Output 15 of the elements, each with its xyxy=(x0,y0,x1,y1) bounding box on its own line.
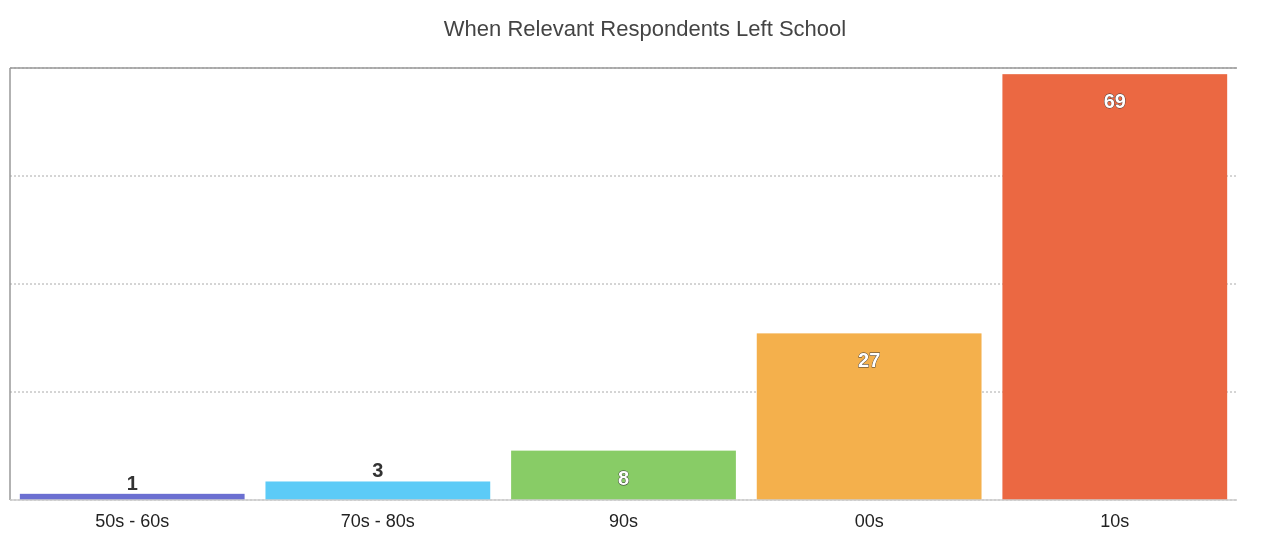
data-label: 1 xyxy=(126,471,138,494)
x-tick-label: 50s - 60s xyxy=(95,511,170,531)
x-tick-label: 10s xyxy=(1100,511,1130,531)
bar xyxy=(756,333,982,500)
bar xyxy=(1002,74,1228,500)
data-label: 3 xyxy=(372,459,384,482)
data-label: 69 xyxy=(1103,90,1126,113)
bar xyxy=(511,450,736,500)
data-label: 27 xyxy=(858,349,881,372)
x-tick-label: 90s xyxy=(608,511,639,531)
data-label: 8 xyxy=(617,466,630,489)
bar xyxy=(265,481,491,500)
chart-title: When Relevant Respondents Left School xyxy=(443,16,847,41)
x-tick-label: 00s xyxy=(854,511,884,531)
x-tick-label: 70s - 80s xyxy=(340,511,415,531)
